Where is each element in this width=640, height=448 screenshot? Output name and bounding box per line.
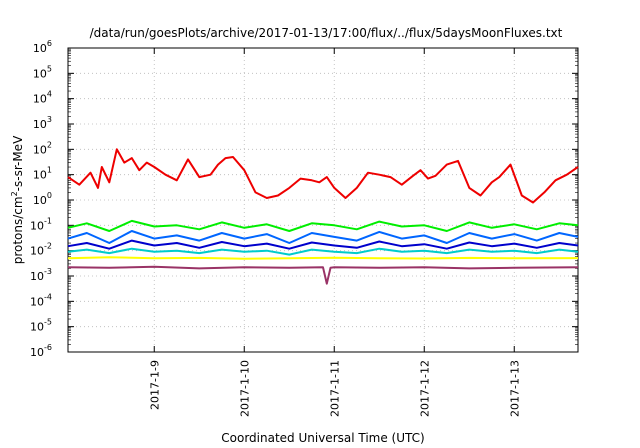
y-tick-exp: -6 — [44, 343, 52, 352]
y-tick-base: 10 — [33, 67, 47, 80]
y-tick-base: 10 — [30, 219, 44, 232]
series-layer — [67, 148, 579, 285]
y-tick-base: 10 — [33, 93, 47, 106]
y-tick-label: 104 — [33, 90, 52, 106]
series-line-7 — [67, 265, 579, 285]
y-tick-label: 101 — [33, 166, 52, 182]
y-tick-exp: -4 — [44, 292, 52, 301]
y-tick-base: 10 — [30, 321, 44, 334]
series-line-6 — [67, 256, 579, 260]
y-axis-label: protons/cm2-s-sr-MeV — [10, 135, 25, 264]
series-line-4 — [67, 239, 579, 250]
x-tick-label: 2017-1-11 — [328, 360, 341, 417]
x-tick-label: 2017-1-10 — [238, 360, 251, 417]
y-tick-label: 10-2 — [30, 242, 52, 258]
chart-title: /data/run/goesPlots/archive/2017-01-13/1… — [90, 26, 563, 40]
y-label-rest: -s-sr-MeV — [11, 135, 25, 191]
y-axis-ticks: 10-610-510-410-310-210-11001011021031041… — [30, 39, 578, 359]
y-tick-base: 10 — [30, 295, 44, 308]
series-line-5 — [67, 247, 579, 256]
y-tick-exp: 2 — [47, 140, 52, 149]
x-axis-label: Coordinated Universal Time (UTC) — [221, 431, 424, 445]
y-tick-exp: -2 — [44, 242, 52, 251]
y-tick-base: 10 — [30, 245, 44, 258]
y-tick-label: 10-3 — [30, 267, 52, 283]
y-tick-base: 10 — [33, 42, 47, 55]
y-tick-base: 10 — [30, 346, 44, 359]
y-tick-exp: 0 — [47, 191, 52, 200]
y-label-exp: 2 — [10, 191, 19, 196]
y-tick-exp: 4 — [47, 90, 52, 99]
y-tick-label: 10-6 — [30, 343, 52, 359]
x-tick-label: 2017-1-9 — [148, 360, 161, 410]
y-tick-label: 102 — [33, 140, 52, 156]
y-label-base: protons/cm — [11, 196, 25, 264]
y-tick-exp: -3 — [44, 267, 52, 276]
x-tick-label: 2017-1-13 — [508, 360, 521, 417]
y-tick-base: 10 — [30, 270, 44, 283]
y-tick-exp: 1 — [47, 166, 52, 175]
y-tick-label: 10-1 — [30, 216, 52, 232]
y-tick-exp: 6 — [47, 39, 52, 48]
series-line-3 — [67, 230, 579, 244]
y-tick-exp: -5 — [44, 318, 52, 327]
y-tick-base: 10 — [33, 118, 47, 131]
y-tick-exp: 3 — [47, 115, 52, 124]
y-tick-label: 100 — [33, 191, 52, 207]
y-tick-label: 105 — [33, 64, 52, 80]
x-tick-label: 2017-1-12 — [418, 360, 431, 417]
series-line-1 — [67, 148, 579, 204]
grid-lines — [68, 48, 578, 352]
y-tick-exp: -1 — [44, 216, 52, 225]
y-tick-base: 10 — [33, 194, 47, 207]
y-tick-base: 10 — [33, 169, 47, 182]
y-tick-label: 103 — [33, 115, 52, 131]
y-tick-label: 10-5 — [30, 318, 52, 334]
series-line-2 — [67, 219, 579, 232]
y-tick-exp: 5 — [47, 64, 52, 73]
y-tick-label: 106 — [33, 39, 52, 55]
y-tick-label: 10-4 — [30, 292, 52, 308]
x-axis-ticks: 2017-1-9 2017-1-10 2017-1-11 2017-1-12 2017-… — [148, 48, 521, 417]
y-tick-base: 10 — [33, 143, 47, 156]
